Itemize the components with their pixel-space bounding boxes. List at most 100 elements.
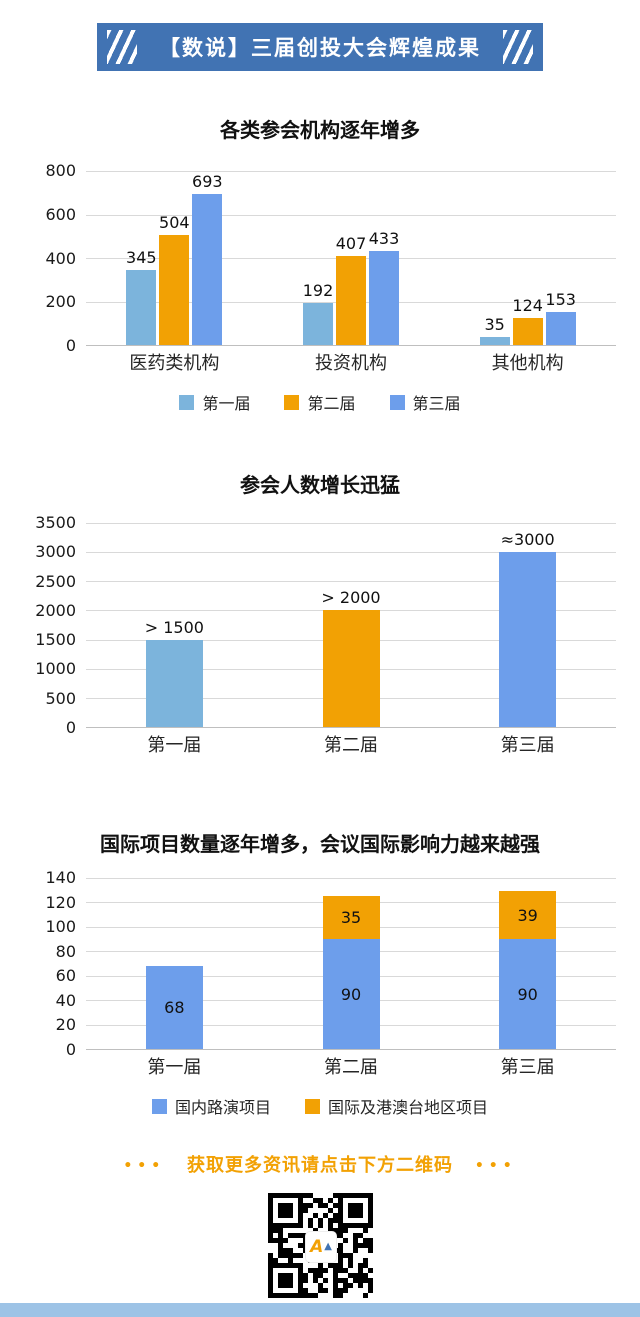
qr-module: [312, 1213, 318, 1218]
bar-value-label: > 2000: [321, 588, 381, 608]
qr-module: [352, 1243, 358, 1248]
qr-module: [277, 1253, 283, 1258]
qr-module: [282, 1193, 288, 1198]
bar: 192: [303, 281, 333, 345]
qr-module: [347, 1223, 353, 1228]
qr-module: [362, 1193, 368, 1198]
legend-label: 国内路演项目: [174, 1098, 271, 1117]
qr-module: [297, 1203, 303, 1208]
bar: 693: [192, 172, 223, 345]
bar: > 1500: [145, 618, 204, 727]
qr-module: [282, 1293, 288, 1298]
x-category-label: 其他机构: [491, 353, 564, 374]
qr-module: [267, 1228, 273, 1233]
qr-module: [362, 1263, 368, 1268]
qr-module: [367, 1193, 373, 1198]
qr-module: [297, 1243, 303, 1248]
qr-module: [277, 1248, 283, 1253]
plot-area: 0 200 400 600 800 345 504 693 192 407 433 35 124 153: [24, 163, 616, 354]
qr-logo: A ▲: [305, 1230, 337, 1263]
qr-module: [347, 1273, 353, 1278]
qr-module: [272, 1293, 278, 1298]
qr-module: [352, 1233, 358, 1238]
x-axis: 第一届 第二届 第三届: [24, 1055, 616, 1081]
qr-module: [352, 1273, 358, 1278]
y-tick-label: 140: [45, 868, 76, 887]
qr-module: [297, 1278, 303, 1283]
y-axis: 0 500 1000 1500 2000 2500 3000 3500: [24, 515, 86, 736]
qr-module: [337, 1293, 343, 1298]
qr-module: [342, 1238, 348, 1243]
legend-label: 国际及港澳台地区项目: [328, 1098, 489, 1117]
y-tick-label: 200: [45, 292, 76, 312]
bar-group: > 2000: [263, 523, 440, 727]
qr-module: [337, 1253, 343, 1258]
qr-module: [287, 1248, 293, 1253]
qr-module: [272, 1228, 278, 1233]
legend-swatch: [179, 394, 195, 410]
qr-module: [337, 1228, 343, 1233]
qr-module: [317, 1263, 323, 1268]
qr-module: [277, 1223, 283, 1228]
qr-module: [337, 1218, 343, 1223]
qr-module: [297, 1233, 303, 1238]
qr-module: [297, 1283, 303, 1288]
qr-module: [267, 1238, 273, 1243]
plot: 68 90 35 90 39: [86, 878, 616, 1050]
plot: 345 504 693 192 407 433 35 124 153: [86, 171, 616, 346]
qr-module: [302, 1193, 308, 1198]
qr-module: [357, 1273, 363, 1278]
qr-module: [337, 1223, 343, 1228]
qr-module: [332, 1288, 338, 1293]
bar-segment: 90: [499, 939, 557, 1049]
legend-item: 第二届: [284, 390, 356, 414]
legend-label: 第一届: [202, 394, 251, 413]
bars-row: > 1500 > 2000 ≈3000: [86, 523, 616, 727]
qr-module: [267, 1268, 273, 1273]
qr-module: [332, 1283, 338, 1288]
bar-value-label: 153: [545, 289, 576, 309]
qr-module: [347, 1193, 353, 1198]
plot-area: 0 20 40 60 80 100 120 140 68 90 35 90 39: [24, 870, 616, 1058]
qr-module: [352, 1213, 358, 1218]
qr-module: [317, 1283, 323, 1288]
bar-segment: 90: [322, 939, 380, 1049]
bar-group: 90 35: [263, 878, 440, 1049]
qr-module: [272, 1193, 278, 1198]
qr-module: [267, 1203, 273, 1208]
qr-module: [277, 1193, 283, 1198]
qr-module: [277, 1233, 283, 1238]
qr-module: [277, 1208, 283, 1213]
legend-swatch: [305, 1098, 320, 1114]
qr-module: [287, 1223, 293, 1228]
qr-module: [352, 1248, 358, 1253]
qr-module: [357, 1278, 363, 1283]
qr-module: [317, 1288, 323, 1293]
qr-module: [317, 1203, 323, 1208]
qr-module: [367, 1288, 373, 1293]
bar-value-label: 433: [368, 228, 400, 248]
qr-module: [287, 1213, 293, 1218]
qr-module: [357, 1263, 363, 1268]
qr-module: [327, 1263, 333, 1268]
qr-module: [282, 1223, 288, 1228]
bar-value-label: 192: [302, 281, 334, 301]
bar-value-label: 35: [484, 315, 505, 335]
qr-module: [292, 1253, 298, 1258]
qr-module: [367, 1213, 373, 1218]
bar-value-label: 345: [126, 247, 157, 267]
qr-module: [362, 1293, 368, 1298]
bar-stack: 90 35: [322, 878, 380, 1049]
qr-module: [362, 1243, 368, 1248]
qr-module: [292, 1223, 298, 1228]
qr-module: [332, 1228, 338, 1233]
qr-module: [307, 1223, 313, 1228]
qr-module: [357, 1208, 363, 1213]
bar-segment: 39: [499, 891, 557, 940]
gridline: [86, 878, 616, 879]
y-tick-label: 100: [45, 917, 76, 937]
qr-module: [357, 1283, 363, 1288]
qr-module: [337, 1263, 343, 1268]
qr-module: [362, 1223, 368, 1228]
qr-module: [297, 1213, 303, 1218]
